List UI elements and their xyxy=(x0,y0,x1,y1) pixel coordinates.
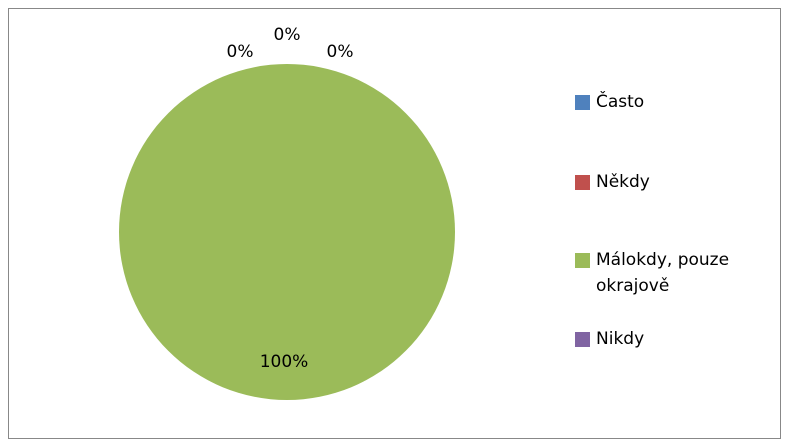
legend-label: Často xyxy=(596,92,645,112)
legend-label: Někdy xyxy=(596,172,650,192)
legend-item: Často xyxy=(575,89,776,115)
data-label: 0% xyxy=(274,25,301,45)
legend-item: Nikdy xyxy=(575,326,776,352)
data-label: 0% xyxy=(227,42,254,62)
legend-swatch xyxy=(575,95,590,110)
legend-label: Málokdy, pouze okrajově xyxy=(596,250,730,296)
legend-label: Nikdy xyxy=(596,329,645,349)
legend-item: Málokdy, pouze okrajově xyxy=(575,247,776,299)
pie-slice xyxy=(119,64,455,400)
legend-swatch xyxy=(575,175,590,190)
data-label: 0% xyxy=(327,42,354,62)
legend-item: Někdy xyxy=(575,169,776,195)
legend-swatch xyxy=(575,253,590,268)
data-label: 100% xyxy=(260,352,309,372)
legend-swatch xyxy=(575,332,590,347)
